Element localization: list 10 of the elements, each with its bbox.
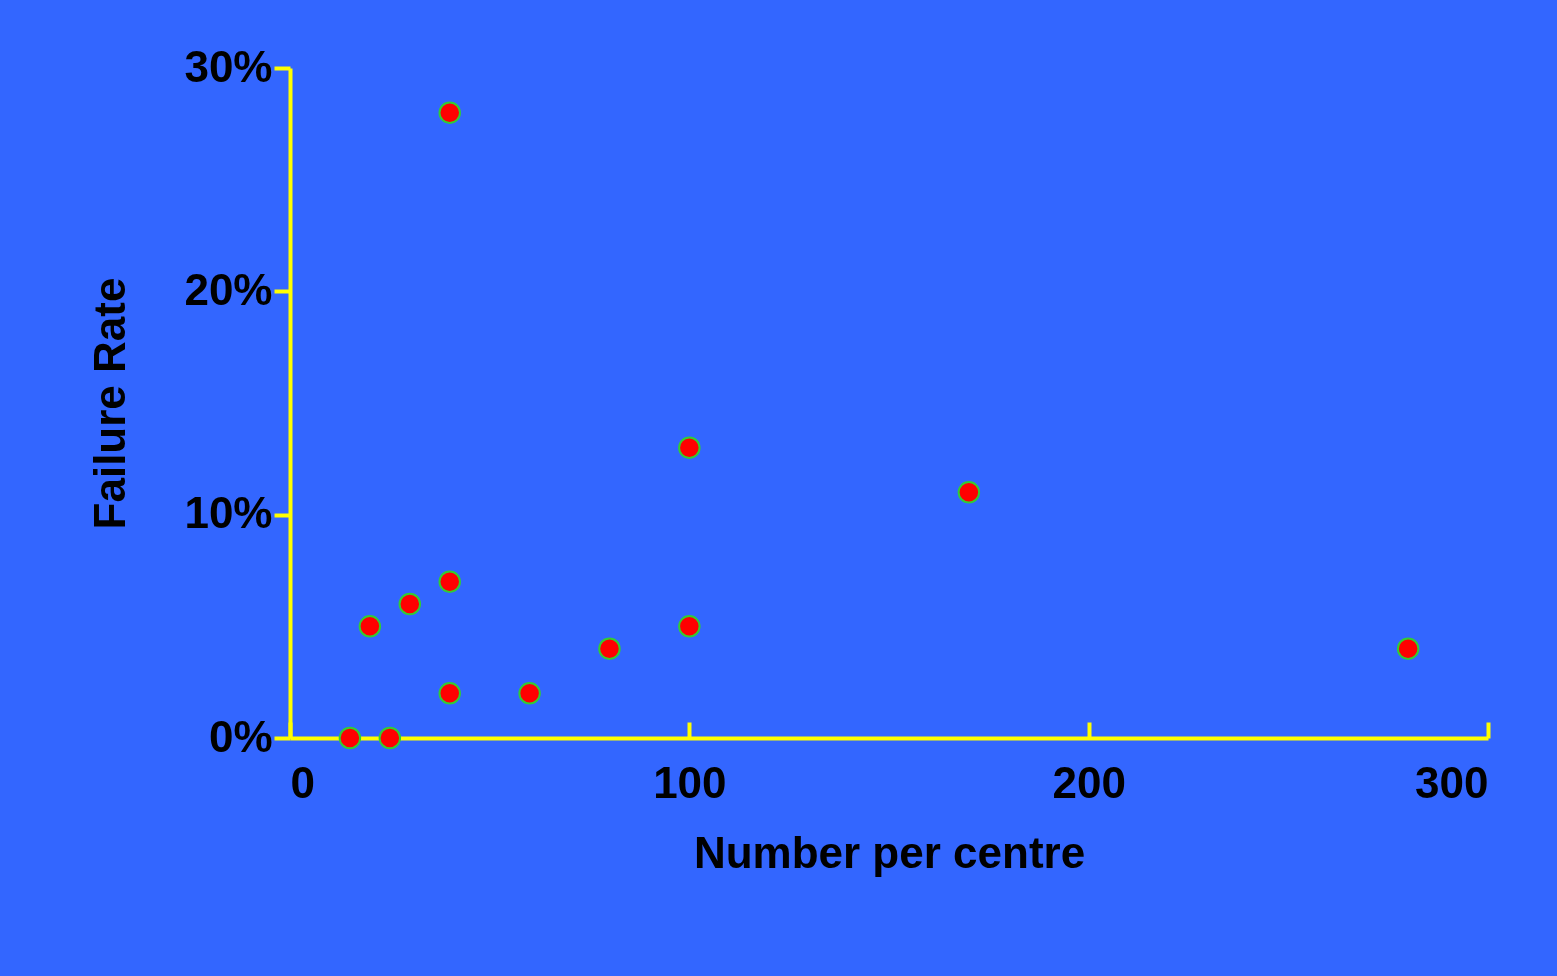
x-tick-label: 0 [290, 757, 315, 807]
x-tick-label: 300 [1415, 757, 1489, 807]
y-tick-label: 30% [184, 41, 273, 91]
y-tick-label: 10% [184, 488, 273, 538]
x-axis-title: Number per centre [693, 827, 1086, 877]
x-tick-label: 100 [653, 757, 727, 807]
x-tick-label: 200 [1052, 757, 1126, 807]
y-axis-title: Failure Rate [85, 277, 135, 530]
y-tick-label: 20% [184, 264, 273, 314]
y-tick-label: 0% [208, 711, 273, 761]
